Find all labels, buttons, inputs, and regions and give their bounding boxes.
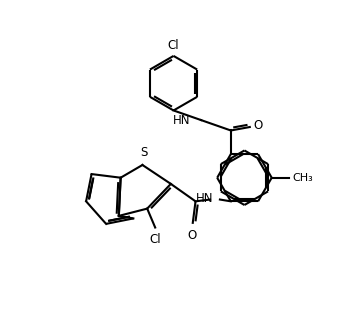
Text: Cl: Cl (149, 233, 161, 246)
Text: CH₃: CH₃ (292, 173, 313, 183)
Text: HN: HN (173, 114, 191, 127)
Text: HN: HN (196, 192, 214, 205)
Text: O: O (187, 229, 197, 242)
Text: Cl: Cl (168, 39, 179, 51)
Text: S: S (140, 146, 147, 159)
Text: O: O (254, 118, 263, 132)
